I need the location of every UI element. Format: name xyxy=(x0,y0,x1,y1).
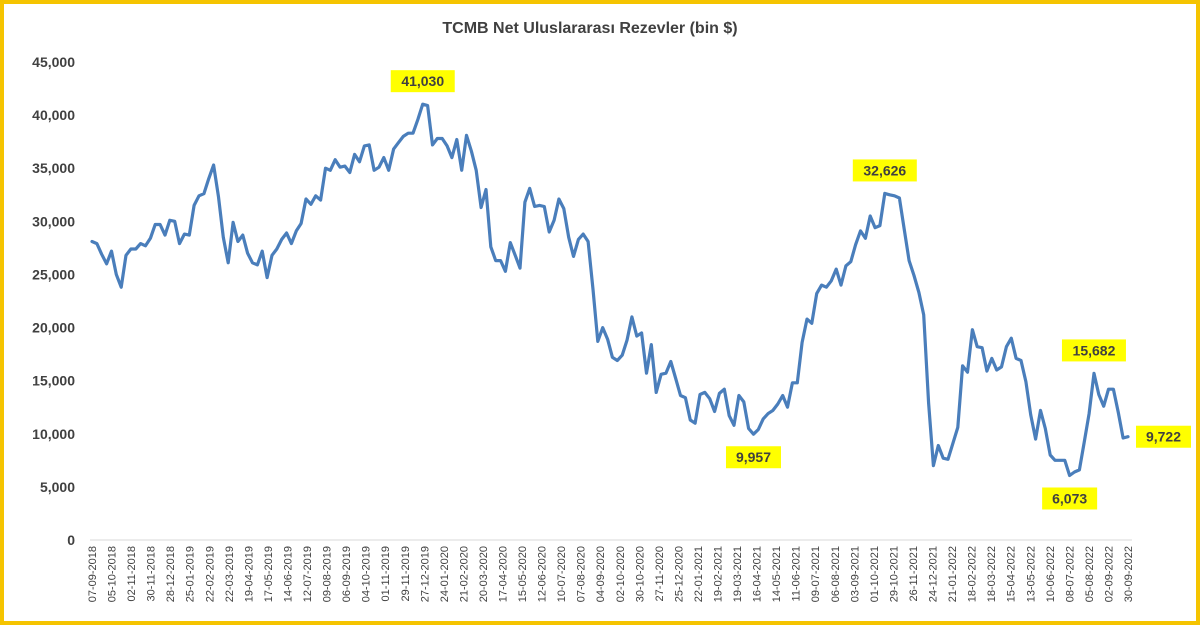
data-label: 32,626 xyxy=(863,162,906,178)
x-tick-label: 25-12-2020 xyxy=(673,546,685,602)
x-tick-label: 30-10-2020 xyxy=(634,546,646,602)
x-tick-label: 29-10-2021 xyxy=(888,546,900,602)
x-tick-label: 30-09-2022 xyxy=(1123,546,1135,602)
y-tick-label: 15,000 xyxy=(32,373,75,389)
x-tick-label: 27-11-2020 xyxy=(654,546,666,601)
x-tick-label: 02-11-2018 xyxy=(126,546,138,601)
x-tick-label: 19-02-2021 xyxy=(713,546,725,602)
x-tick-label: 10-06-2022 xyxy=(1045,546,1057,602)
x-tick-label: 15-04-2022 xyxy=(1006,546,1018,602)
x-tick-label: 15-05-2020 xyxy=(517,546,529,602)
x-tick-label: 05-10-2018 xyxy=(107,546,119,602)
x-tick-label: 22-02-2019 xyxy=(204,546,216,602)
x-tick-label: 14-05-2021 xyxy=(771,546,783,602)
x-tick-label: 29-11-2019 xyxy=(400,546,412,601)
x-tick-label: 10-07-2020 xyxy=(556,546,568,602)
x-tick-label: 30-11-2018 xyxy=(146,546,158,601)
x-tick-label: 06-09-2019 xyxy=(341,546,353,602)
x-tick-label: 18-02-2022 xyxy=(967,546,979,602)
chart-title: TCMB Net Uluslararası Rezevler (bin $) xyxy=(442,20,738,37)
y-tick-label: 0 xyxy=(67,532,75,548)
x-tick-label: 21-01-2022 xyxy=(947,546,959,602)
data-label-box xyxy=(390,70,455,93)
x-tick-label: 09-07-2021 xyxy=(810,546,822,602)
x-tick-label: 26-11-2021 xyxy=(908,546,920,601)
x-tick-label: 13-05-2022 xyxy=(1025,546,1037,602)
x-tick-label: 01-10-2021 xyxy=(869,546,881,602)
x-tick-label: 19-04-2019 xyxy=(243,546,255,602)
x-tick-label: 04-10-2019 xyxy=(361,546,373,602)
y-tick-label: 30,000 xyxy=(32,213,75,229)
x-tick-label: 09-08-2019 xyxy=(322,546,334,602)
data-label-box xyxy=(1136,425,1191,448)
data-label: 9,722 xyxy=(1146,429,1181,445)
data-label-box xyxy=(1042,487,1098,510)
x-tick-label: 08-07-2022 xyxy=(1064,546,1076,602)
y-tick-label: 45,000 xyxy=(32,54,75,70)
x-tick-label: 12-07-2019 xyxy=(302,546,314,602)
y-tick-label: 20,000 xyxy=(32,320,75,336)
x-tick-label: 18-03-2022 xyxy=(986,546,998,602)
x-tick-label: 22-01-2021 xyxy=(693,546,705,602)
data-label-box xyxy=(852,159,917,182)
x-tick-label: 11-06-2021 xyxy=(791,546,803,601)
x-tick-label: 24-12-2021 xyxy=(928,546,940,602)
x-tick-label: 19-03-2021 xyxy=(732,546,744,602)
x-tick-label: 07-08-2020 xyxy=(576,546,588,602)
data-label: 41,030 xyxy=(401,73,444,89)
x-tick-label: 24-01-2020 xyxy=(439,546,451,602)
x-tick-label: 02-09-2022 xyxy=(1103,546,1115,602)
x-tick-label: 12-06-2020 xyxy=(537,546,549,602)
series-line xyxy=(90,102,1130,478)
x-tick-label: 04-09-2020 xyxy=(595,546,607,602)
x-tick-label: 06-08-2021 xyxy=(830,546,842,602)
y-tick-label: 10,000 xyxy=(32,426,75,442)
data-label: 6,073 xyxy=(1052,490,1087,506)
x-tick-label: 01-11-2019 xyxy=(380,546,392,601)
data-label: 9,957 xyxy=(736,449,771,465)
x-tick-label: 17-04-2020 xyxy=(497,546,509,602)
data-label-box xyxy=(725,446,781,469)
x-tick-label: 17-05-2019 xyxy=(263,546,275,602)
x-tick-label: 22-03-2019 xyxy=(224,546,236,602)
y-tick-label: 40,000 xyxy=(32,107,75,123)
y-tick-label: 35,000 xyxy=(32,160,75,176)
y-tick-label: 25,000 xyxy=(32,266,75,282)
x-tick-label: 03-09-2021 xyxy=(849,546,861,602)
x-tick-label: 14-06-2019 xyxy=(282,546,294,602)
x-tick-label: 27-12-2019 xyxy=(419,546,431,602)
x-tick-label: 21-02-2020 xyxy=(458,546,470,602)
x-tick-label: 02-10-2020 xyxy=(615,546,627,602)
x-tick-label: 05-08-2022 xyxy=(1084,546,1096,602)
y-tick-label: 5,000 xyxy=(40,479,75,495)
x-tick-label: 16-04-2021 xyxy=(752,546,764,602)
data-label: 15,682 xyxy=(1073,342,1116,358)
x-tick-label: 20-03-2020 xyxy=(478,546,490,602)
x-tick-label: 07-09-2018 xyxy=(87,546,99,602)
data-label-box xyxy=(1061,339,1126,362)
x-tick-label: 25-01-2019 xyxy=(185,546,197,602)
x-tick-label: 28-12-2018 xyxy=(165,546,177,602)
